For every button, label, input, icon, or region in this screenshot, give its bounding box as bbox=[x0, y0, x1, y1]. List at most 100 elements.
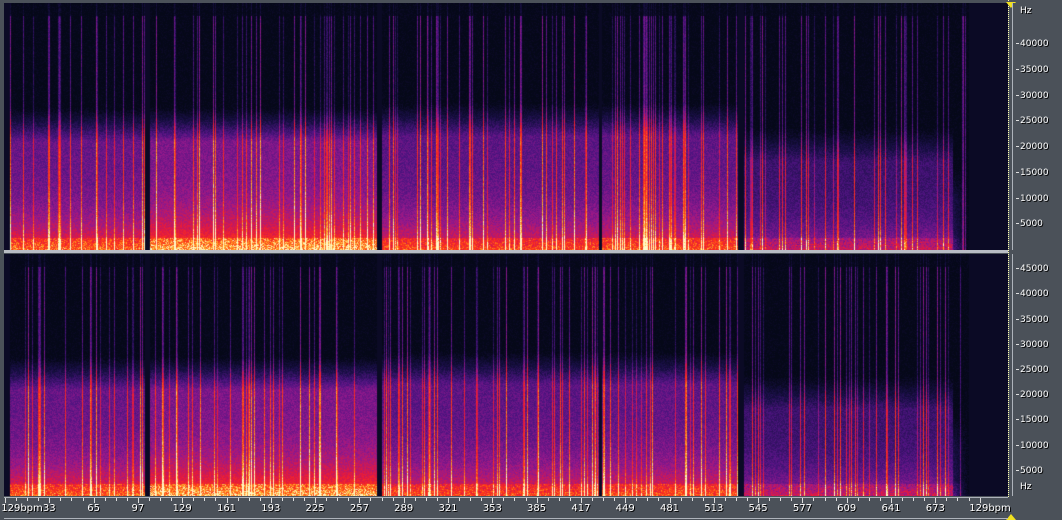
ruler-tick bbox=[813, 498, 815, 501]
bar-label: 673 bbox=[925, 503, 945, 514]
ruler-tick bbox=[503, 498, 505, 501]
ruler-tick bbox=[326, 498, 328, 501]
ruler-tick bbox=[93, 498, 95, 503]
bar-label: 449 bbox=[615, 503, 635, 514]
ruler-tick bbox=[824, 498, 826, 501]
playhead-top-marker-icon[interactable] bbox=[1006, 2, 1016, 8]
playhead-bottom-marker-icon[interactable] bbox=[1006, 514, 1016, 520]
ruler-tick bbox=[979, 498, 981, 503]
ruler-tick bbox=[846, 498, 848, 503]
ruler-tick bbox=[492, 498, 494, 503]
ruler-tick bbox=[957, 498, 959, 501]
ruler-tick bbox=[359, 498, 361, 503]
ruler-tick bbox=[913, 498, 915, 501]
ruler-tick bbox=[292, 498, 294, 501]
spectrogram-lower-channel[interactable] bbox=[4, 254, 1008, 496]
bar-label: 65 bbox=[87, 503, 100, 514]
bar-label: 225 bbox=[305, 503, 325, 514]
frequency-tick-label: 10000 bbox=[1016, 441, 1049, 451]
ruler-tick bbox=[680, 498, 682, 501]
ruler-tick bbox=[16, 498, 18, 501]
ruler-tick bbox=[304, 498, 306, 501]
bar-label: 161 bbox=[216, 503, 237, 514]
ruler-tick bbox=[625, 498, 627, 503]
time-ruler[interactable]: 129bpm 129bpm 33 65 97 129 161 193 225 257 289 32… bbox=[1, 497, 1011, 519]
ruler-tick bbox=[935, 498, 937, 503]
ruler-tick bbox=[758, 498, 760, 503]
ruler-tick bbox=[547, 498, 549, 501]
bar-label: 129 bbox=[172, 503, 192, 514]
bar-label: 353 bbox=[482, 503, 502, 514]
axis-unit: Hz bbox=[1020, 6, 1032, 16]
playhead-cursor[interactable] bbox=[1008, 0, 1009, 497]
ruler-tick bbox=[414, 498, 416, 501]
ruler-tick bbox=[115, 498, 117, 501]
ruler-tick bbox=[691, 498, 693, 501]
ruler-tick bbox=[747, 498, 749, 501]
ruler-tick bbox=[924, 498, 926, 501]
bar-label: 577 bbox=[792, 503, 812, 514]
ruler-tick bbox=[780, 498, 782, 501]
ruler-tick bbox=[459, 498, 461, 501]
ruler-tick bbox=[713, 498, 715, 503]
ruler-tick bbox=[580, 498, 582, 503]
ruler-tick bbox=[126, 498, 128, 501]
ruler-tick bbox=[614, 498, 616, 501]
frequency-tick-label: 25000 bbox=[1016, 116, 1049, 126]
ruler-tick bbox=[968, 498, 970, 501]
ruler-tick bbox=[902, 498, 904, 501]
ruler-tick bbox=[769, 498, 771, 501]
tempo-label-left: 129bpm bbox=[1, 503, 43, 514]
ruler-tick bbox=[448, 498, 449, 503]
spectrogram-upper-channel[interactable] bbox=[4, 3, 1008, 250]
ruler-tick bbox=[60, 498, 62, 501]
ruler-tick bbox=[281, 498, 283, 501]
ruler-tick bbox=[171, 498, 173, 501]
ruler-tick bbox=[802, 498, 804, 503]
ruler-tick bbox=[104, 498, 106, 501]
ruler-tick bbox=[71, 498, 73, 501]
ruler-tick bbox=[193, 498, 195, 501]
ruler-tick bbox=[436, 498, 438, 501]
bar-label: 321 bbox=[438, 503, 458, 514]
ruler-tick bbox=[891, 498, 892, 503]
bar-label: 641 bbox=[881, 503, 901, 514]
bar-label: 545 bbox=[748, 503, 768, 514]
ruler-tick bbox=[259, 498, 261, 501]
ruler-tick bbox=[27, 498, 29, 501]
bar-label: 257 bbox=[349, 503, 369, 514]
ruler-tick bbox=[470, 498, 472, 501]
frequency-tick-label: 15000 bbox=[1016, 168, 1049, 178]
ruler-tick bbox=[868, 498, 870, 501]
frequency-tick-label: 25000 bbox=[1016, 365, 1049, 375]
ruler-tick bbox=[392, 498, 394, 501]
frequency-tick-label: 35000 bbox=[1016, 315, 1049, 325]
frequency-axis-lower-channel: Hz 45000 40000 35000 30000 25000 20000 15000 10… bbox=[1012, 254, 1059, 496]
ruler-tick bbox=[160, 498, 162, 501]
ruler-tick bbox=[879, 498, 881, 501]
bar-label: 513 bbox=[704, 503, 724, 514]
ruler-tick bbox=[569, 498, 571, 501]
ruler-tick bbox=[835, 498, 837, 501]
frequency-tick-label: 5000 bbox=[1016, 466, 1043, 476]
spectrogram-canvas bbox=[4, 3, 1008, 250]
bar-label: 609 bbox=[837, 503, 857, 514]
bar-label: 417 bbox=[571, 503, 591, 514]
axis-unit: Hz bbox=[1020, 482, 1032, 492]
bar-label: 33 bbox=[42, 503, 56, 514]
tempo-label-right: 129bpm bbox=[969, 503, 1011, 514]
ruler-tick bbox=[591, 498, 593, 501]
ruler-tick bbox=[636, 498, 638, 501]
ruler-tick bbox=[658, 498, 660, 501]
ruler-tick bbox=[647, 498, 649, 501]
ruler-tick bbox=[182, 498, 184, 503]
ruler-tick bbox=[735, 498, 737, 501]
bar-label: 193 bbox=[261, 503, 281, 514]
ruler-tick bbox=[204, 498, 206, 501]
frequency-tick-label: 15000 bbox=[1016, 415, 1049, 425]
ruler-tick bbox=[348, 498, 350, 501]
ruler-tick bbox=[514, 498, 516, 501]
bar-label: 385 bbox=[527, 503, 547, 514]
ruler-tick bbox=[237, 498, 239, 501]
channel-divider[interactable] bbox=[4, 250, 1008, 253]
